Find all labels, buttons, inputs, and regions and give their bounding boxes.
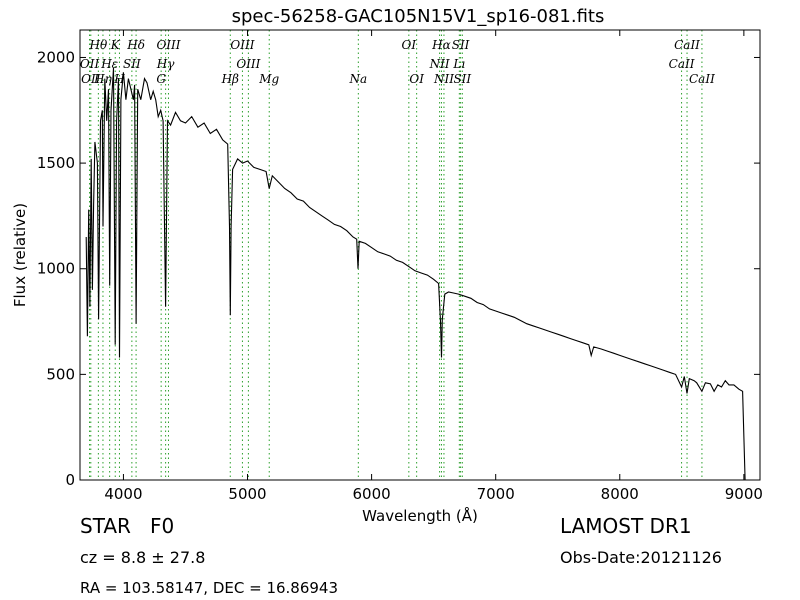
x-axis: 4000 5000 6000 7000 8000 9000 xyxy=(104,30,763,503)
line-marker-label: Hδ xyxy=(126,38,145,52)
line-marker-label: NII xyxy=(429,57,450,71)
line-marker-label: OI xyxy=(402,38,417,52)
coordinates: RA = 103.58147, DEC = 16.86943 xyxy=(80,579,339,597)
line-marker-label: Na xyxy=(349,72,368,86)
x-tick-label: 6000 xyxy=(353,485,391,503)
chart-title: spec-56258-GAC105N15V1_sp16-081.fits xyxy=(232,6,605,27)
line-marker-label: OII xyxy=(80,57,100,71)
line-marker-label: K xyxy=(110,38,121,52)
line-marker-label: OI xyxy=(409,72,424,86)
survey-name: LAMOST DR1 xyxy=(560,514,692,538)
spectrum-line xyxy=(85,67,746,481)
line-marker-label: CaII xyxy=(674,38,700,52)
line-marker-label: SII xyxy=(452,38,470,52)
x-tick-label: 4000 xyxy=(104,485,142,503)
line-marker-label: SII xyxy=(453,72,471,86)
line-marker-label: Hη xyxy=(93,72,112,86)
y-tick-label: 2000 xyxy=(37,48,75,66)
y-tick-label: 0 xyxy=(65,471,75,489)
line-marker-label: CaII xyxy=(669,57,695,71)
line-marker-label: Hγ xyxy=(156,57,175,71)
y-tick-label: 1000 xyxy=(37,260,75,278)
object-class: STAR F0 xyxy=(80,514,175,538)
redshift-cz: cz = 8.8 ± 27.8 xyxy=(80,548,206,567)
y-tick-label: 1500 xyxy=(37,154,75,172)
y-axis: 0 500 1000 1500 2000 xyxy=(37,48,760,489)
line-marker-label: Hθ xyxy=(89,38,108,52)
plot-frame xyxy=(79,29,761,481)
y-axis-label: Flux (relative) xyxy=(11,203,29,307)
x-tick-label: 8000 xyxy=(601,485,639,503)
line-marker-label: OIII xyxy=(156,38,180,52)
x-tick-label: 9000 xyxy=(725,485,763,503)
observation-date: Obs-Date:20121126 xyxy=(560,548,722,567)
line-marker-label: Lı xyxy=(452,57,465,71)
line-marker-label: Hε xyxy=(100,57,118,71)
line-marker-label: Mg xyxy=(258,72,279,86)
x-axis-label: Wavelength (Å) xyxy=(362,506,478,525)
x-tick-label: 7000 xyxy=(477,485,515,503)
y-tick-label: 500 xyxy=(46,365,75,383)
line-marker-label: OIII xyxy=(230,38,254,52)
line-marker-label: CaII xyxy=(689,72,715,86)
line-marker-label: G xyxy=(156,72,166,86)
line-marker-label: OIII xyxy=(236,57,260,71)
line-marker-label: Hα xyxy=(431,38,451,52)
line-marker-label: OII xyxy=(81,72,101,86)
spectral-line-markers xyxy=(89,30,703,480)
line-marker-label: SII xyxy=(123,57,141,71)
line-marker-label: Hβ xyxy=(221,72,239,86)
line-marker-label: NII xyxy=(433,72,454,86)
x-tick-label: 5000 xyxy=(228,485,266,503)
